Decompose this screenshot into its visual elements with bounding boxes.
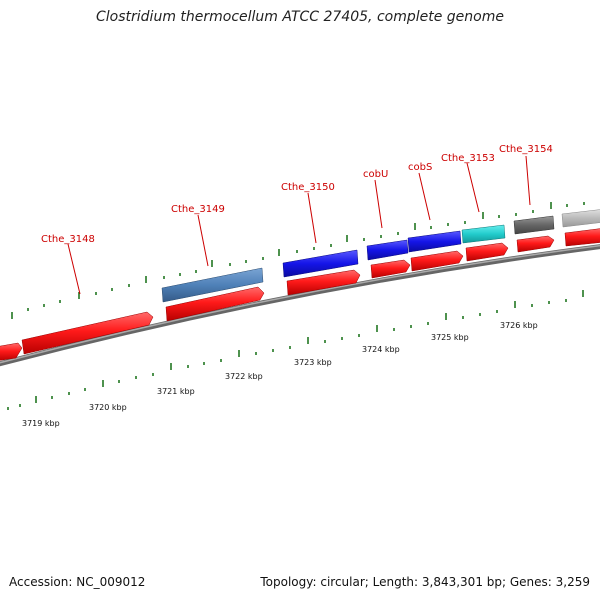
gene-block-cobs[interactable] (407, 230, 462, 253)
kbp-label: 3725 kbp (431, 333, 469, 342)
kbp-label: 3721 kbp (157, 387, 195, 396)
cds-arrow[interactable] (516, 235, 555, 253)
cds-arrow[interactable] (0, 342, 23, 361)
genome-backbone (0, 244, 600, 367)
kbp-label: 3724 kbp (362, 345, 400, 354)
outer-tick-ring (11, 202, 585, 319)
leader-line (466, 162, 480, 213)
gene-track (161, 209, 600, 303)
kbp-label: 3723 kbp (294, 358, 332, 367)
gene-label[interactable]: cobU (363, 169, 388, 180)
gene-label[interactable]: cobS (408, 162, 432, 173)
gene-block-cthe-3153[interactable] (461, 224, 506, 244)
cds-arrow[interactable] (465, 242, 509, 262)
genome-backbone-highlight (0, 244, 600, 364)
leader-line (374, 179, 383, 229)
gene-annotations (67, 155, 531, 295)
leader-line (197, 214, 209, 267)
cds-arrow[interactable] (564, 228, 600, 247)
gene-label[interactable]: Cthe_3150 (281, 182, 335, 193)
gene-label[interactable]: Cthe_3154 (499, 144, 553, 155)
cds-arrow[interactable] (21, 311, 154, 355)
accession-text: Accession: NC_009012 (9, 575, 146, 589)
gene-block-cthe-3150[interactable] (282, 249, 359, 278)
leader-line (307, 192, 317, 244)
leader-line (67, 243, 81, 295)
gene-label[interactable]: Cthe_3149 (171, 204, 225, 215)
gene-block-next[interactable] (561, 209, 600, 228)
gene-label[interactable]: Cthe_3153 (441, 153, 495, 164)
kbp-label: 3722 kbp (225, 372, 263, 381)
cds-arrow[interactable] (410, 250, 464, 272)
gene-block-cobu[interactable] (366, 239, 409, 261)
cds-arrow[interactable] (286, 269, 361, 296)
cds-track (0, 228, 600, 361)
cds-arrow[interactable] (370, 259, 411, 279)
genome-summary-text: Topology: circular; Length: 3,843,301 bp… (260, 575, 590, 589)
gene-block-cthe-3149[interactable] (161, 267, 264, 303)
gene-label-group: Cthe_3148 Cthe_3149 Cthe_3150 cobU cobS … (41, 144, 553, 245)
kbp-label: 3719 kbp (22, 419, 60, 428)
gene-label[interactable]: Cthe_3148 (41, 234, 95, 245)
kbp-labels: 3719 kbp 3720 kbp 3721 kbp 3722 kbp 3723… (22, 321, 538, 428)
leader-line (525, 155, 531, 206)
inner-tick-ring (7, 290, 584, 410)
cds-arrow[interactable] (165, 286, 265, 322)
gene-block-cthe-3154[interactable] (513, 215, 555, 235)
kbp-label: 3726 kbp (500, 321, 538, 330)
map-title: Clostridium thermocellum ATCC 27405, com… (96, 9, 504, 25)
kbp-label: 3720 kbp (89, 403, 127, 412)
leader-line (418, 172, 431, 221)
